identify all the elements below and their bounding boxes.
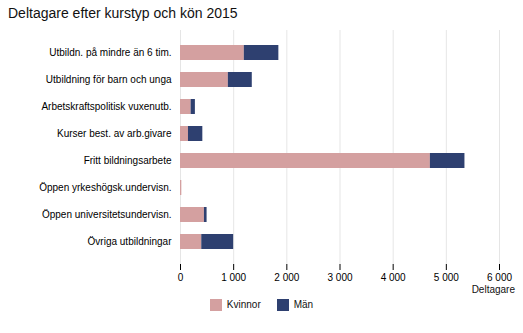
svg-text:Kurser best. av arb.givare: Kurser best. av arb.givare xyxy=(57,128,172,139)
html-text:Män: Män xyxy=(293,299,314,310)
html-text:Deltagare efter kurstyp och kö: Deltagare efter kurstyp och kön 2015 xyxy=(8,5,238,21)
svg-text:4 000: 4 000 xyxy=(381,272,406,283)
svg-text:Öppen yrkeshögsk.undervisn.: Öppen yrkeshögsk.undervisn. xyxy=(39,182,171,193)
svg-text:6 000: 6 000 xyxy=(487,272,512,283)
svg-text:Arbetskraftspolitisk vuxenutb.: Arbetskraftspolitisk vuxenutb. xyxy=(41,101,171,112)
html-text:Deltagare: Deltagare xyxy=(471,284,515,295)
svg-text:0: 0 xyxy=(178,272,184,283)
html-text:Kvinnor: Kvinnor xyxy=(226,299,261,310)
svg-text:Fritt bildningsarbete: Fritt bildningsarbete xyxy=(84,155,172,166)
svg-text:Utbildning för barn och unga: Utbildning för barn och unga xyxy=(46,74,172,85)
svg-text:3 000: 3 000 xyxy=(327,272,352,283)
svg-text:Öppen universitetsundervisn.: Öppen universitetsundervisn. xyxy=(42,209,172,220)
svg-text:2 000: 2 000 xyxy=(274,272,299,283)
svg-text:1 000: 1 000 xyxy=(221,272,246,283)
svg-text:Utbildn. på mindre än 6 tim.: Utbildn. på mindre än 6 tim. xyxy=(49,47,171,58)
svg-text:Övriga utbildningar: Övriga utbildningar xyxy=(88,236,173,247)
svg-text:5 000: 5 000 xyxy=(434,272,459,283)
